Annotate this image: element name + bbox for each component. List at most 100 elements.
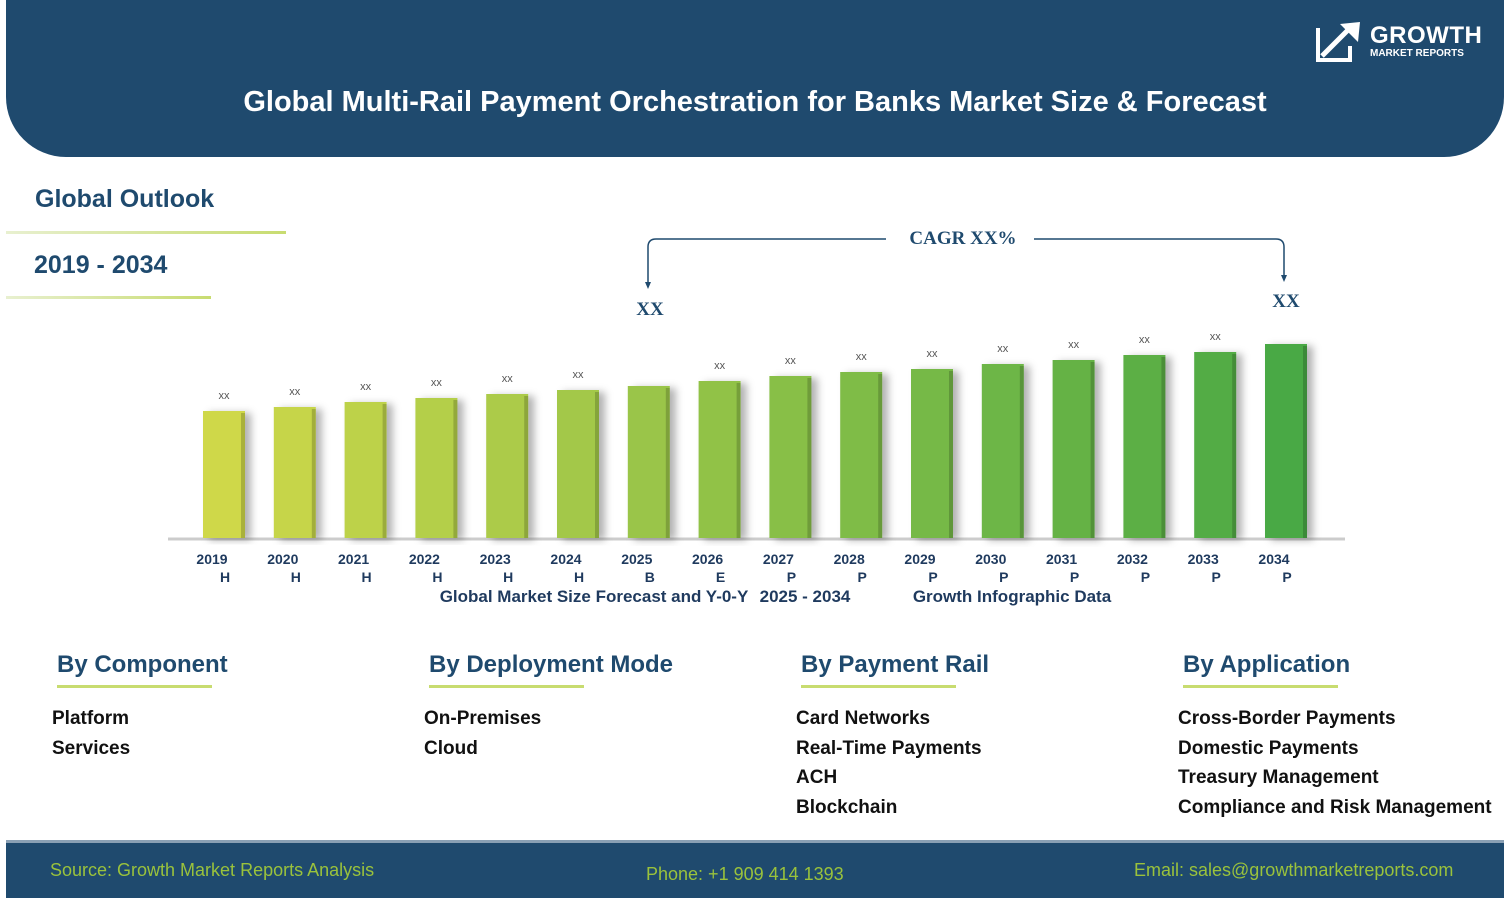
segment-title: By Deployment Mode [429, 651, 674, 678]
x-tick-label: 2028 [834, 551, 865, 567]
data-label: xx [502, 373, 514, 385]
data-label: xx [431, 377, 443, 389]
bar-side [949, 371, 953, 538]
segment-payment-rail: By Payment Rail Card Networks Real-Time … [796, 651, 1076, 826]
cagr-end-label: XX [1272, 291, 1300, 312]
cagr-bracket-left [647, 238, 886, 285]
footer-phone: Phone: +1 909 414 1393 [646, 864, 844, 884]
period-code: H [432, 569, 442, 585]
bar-side [524, 396, 529, 538]
data-label: xx [1068, 339, 1080, 351]
bar-side [665, 388, 670, 538]
period-code: H [574, 569, 584, 585]
bar-2031 [1052, 360, 1095, 538]
outlook-years: 2019 - 2034 [34, 251, 168, 279]
period-code: P [1070, 569, 1079, 585]
x-tick-label: 2032 [1117, 551, 1148, 567]
x-tick-label: 2019 [196, 551, 227, 567]
segment-component: By Component Platform Services [52, 651, 332, 767]
caption-part-3: Growth Infographic Data [913, 587, 1112, 606]
period-code: H [291, 569, 301, 585]
data-label: xx [289, 386, 301, 398]
segment-application: By Application Cross-Border Payments Dom… [1178, 651, 1504, 826]
segment-title: By Payment Rail [801, 651, 990, 678]
bar-2025 [627, 386, 670, 538]
period-code: E [716, 569, 725, 585]
bar-side [595, 392, 599, 538]
bar-2027 [769, 376, 812, 538]
arrow-down-icon [645, 282, 651, 289]
bar-side [1303, 346, 1307, 538]
segment-item: Blockchain [796, 796, 898, 818]
segment-item: Real-Time Payments [796, 737, 982, 759]
x-tick-label: 2021 [338, 551, 369, 567]
data-label: xx [785, 355, 797, 367]
x-tick-label: 2020 [267, 551, 298, 567]
caption-part-1: Global Market Size Forecast and Y-0-Y [440, 587, 749, 606]
bar-chart: CAGR XX% XX XX xx 2019 Hxx 2020 Hxx 2021 Hxx 20… [168, 228, 1345, 606]
cagr-start-label: XX [636, 299, 664, 320]
x-tick-label: 2027 [763, 551, 794, 567]
footer: Source: Growth Market Reports Analysis P… [6, 840, 1504, 898]
logo: GROWTH MARKET REPORTS [1314, 20, 1484, 64]
segment-item: Cross-Border Payments [1178, 708, 1396, 729]
divider [801, 685, 956, 688]
divider [6, 296, 211, 299]
segment-item: Treasury Management [1178, 767, 1379, 788]
segment-item: Compliance and Risk Management [1178, 796, 1492, 818]
divider [1183, 685, 1338, 688]
data-label: xx [573, 369, 585, 381]
bar-side [736, 383, 741, 538]
data-label: xx [856, 351, 868, 363]
growth-arrow-icon [1316, 22, 1360, 62]
segment-item: Domestic Payments [1178, 737, 1359, 759]
outlook-label: Global Outlook [35, 185, 215, 213]
x-tick-label: 2031 [1046, 551, 1077, 567]
bar-side [1232, 354, 1237, 538]
x-tick-label: 2026 [692, 551, 723, 567]
data-label: xx [219, 390, 231, 402]
bar-side [1090, 362, 1095, 538]
period-code: H [503, 569, 513, 585]
caption-part-2: 2025 - 2034 [760, 587, 851, 606]
bar-2033 [1194, 352, 1237, 538]
segment-item: On-Premises [424, 708, 542, 729]
bar-2032 [1123, 355, 1166, 538]
x-tick-label: 2022 [409, 551, 440, 567]
segment-item: Services [52, 737, 131, 759]
x-tick-label: 2029 [904, 551, 935, 567]
bar-2034 [1265, 344, 1307, 538]
divider [429, 685, 584, 688]
bar-side [1161, 357, 1166, 538]
bar-2022 [415, 398, 458, 538]
cagr-bracket-right [1034, 238, 1285, 278]
period-code: P [858, 569, 867, 585]
period-code: P [1212, 569, 1221, 585]
cagr-label: CAGR XX% [909, 228, 1016, 249]
bar-2020 [273, 407, 316, 538]
arrow-down-icon [1281, 275, 1287, 282]
period-code: P [787, 569, 796, 585]
bar-2019 [203, 411, 245, 538]
data-label: xx [360, 381, 372, 393]
x-tick-label: 2034 [1258, 551, 1289, 567]
bar-2021 [344, 402, 387, 538]
footer-source: Source: Growth Market Reports Analysis [50, 860, 375, 880]
bar-side [382, 404, 387, 538]
bar-side [311, 409, 316, 538]
header-banner: Global Multi-Rail Payment Orchestration … [6, 0, 1504, 157]
logo-text: GROWTH [1370, 22, 1483, 49]
data-label: xx [997, 343, 1009, 355]
segment-item: Cloud [424, 737, 478, 759]
bar-2024 [557, 390, 599, 538]
x-tick-label: 2024 [550, 551, 581, 567]
bar-2026 [698, 381, 741, 538]
page-title: Global Multi-Rail Payment Orchestration … [243, 86, 1267, 118]
segment-deployment-mode: By Deployment Mode On-Premises Cloud [424, 651, 704, 767]
period-code: P [1282, 569, 1291, 585]
x-tick-label: 2033 [1188, 551, 1219, 567]
data-label: xx [927, 348, 939, 360]
data-label: xx [714, 360, 726, 372]
bar-2029 [911, 369, 953, 538]
bar-2023 [486, 394, 529, 538]
